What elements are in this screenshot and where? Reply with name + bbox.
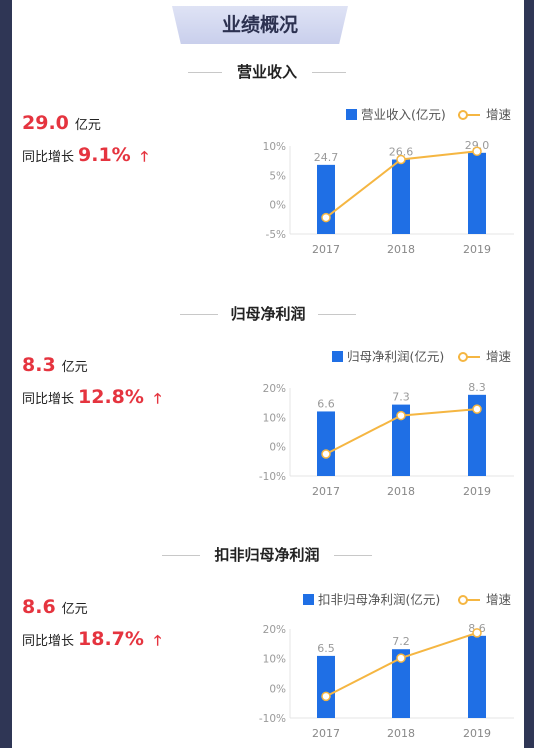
deducted-value-line: 8.6 亿元 (22, 596, 88, 618)
legend-line-label: 增速 (486, 107, 512, 122)
growth-point (472, 404, 482, 414)
x-tick-label: 2019 (463, 485, 491, 498)
bar-value-label: 24.7 (314, 151, 339, 164)
x-tick-label: 2017 (312, 243, 340, 256)
bar-value-label: 6.6 (317, 397, 335, 410)
title-rule-left (188, 72, 222, 73)
net-profit-value: 8.3 (22, 354, 56, 376)
y-tick-label: 0% (269, 200, 286, 212)
y-tick-label: 20% (263, 624, 286, 636)
bar-value-label: 7.2 (392, 635, 410, 648)
growth-point (396, 154, 406, 165)
section-title-net-profit: 归母净利润 (230, 305, 306, 323)
content-card (12, 0, 524, 748)
x-tick-label: 2017 (312, 727, 340, 740)
bar (468, 394, 486, 476)
y-tick-label: 10% (263, 654, 286, 666)
growth-point (321, 212, 331, 223)
bar-value-label: 26.6 (389, 146, 414, 159)
legend-bar-swatch (346, 109, 357, 120)
y-tick-label: 5% (269, 170, 286, 182)
page-title: 业绩概况 (221, 14, 298, 36)
legend-line-marker (458, 352, 468, 362)
y-tick-label: -10% (259, 713, 286, 725)
title-rule-right (318, 314, 356, 315)
x-tick-label: 2019 (463, 243, 491, 256)
y-tick-label: 0% (269, 442, 286, 454)
growth-point (472, 628, 482, 638)
bar (468, 635, 486, 718)
y-tick-label: -10% (259, 471, 286, 483)
x-tick-label: 2019 (463, 727, 491, 740)
deducted-yoy-label: 同比增长 (22, 634, 75, 649)
bar-value-label: 8.3 (468, 381, 486, 394)
title-rule-left (162, 555, 200, 556)
legend-bar-label: 扣非归母净利润(亿元) (318, 592, 440, 607)
growth-point (321, 691, 331, 702)
net-profit-yoy-value: 12.8% (78, 386, 144, 408)
bar (317, 411, 335, 476)
legend-bar-swatch (332, 351, 343, 362)
bar-value-label: 6.5 (317, 642, 335, 655)
title-rule-right (312, 72, 346, 73)
x-tick-label: 2017 (312, 485, 340, 498)
net-profit-unit: 亿元 (61, 360, 88, 375)
y-tick-label: 10% (263, 412, 286, 424)
x-tick-label: 2018 (387, 485, 415, 498)
bar-value-label: 7.3 (392, 391, 410, 404)
growth-point (472, 146, 482, 157)
bar (392, 404, 410, 476)
legend-line-marker (458, 595, 468, 605)
deducted-yoy-value: 18.7% (78, 628, 144, 650)
legend-bar-label: 营业收入(亿元) (361, 107, 446, 122)
y-tick-label: 10% (263, 141, 286, 153)
bar (317, 655, 335, 718)
deducted-unit: 亿元 (61, 602, 88, 617)
y-tick-label: 0% (269, 683, 286, 695)
bar (392, 649, 410, 718)
deducted-value: 8.6 (22, 596, 56, 618)
title-rule-right (334, 555, 372, 556)
arrow-up-icon: 🡑 (153, 391, 162, 407)
x-tick-label: 2018 (387, 243, 415, 256)
deducted-yoy-line: 同比增长 18.7% 🡑 (22, 628, 161, 654)
net-profit-yoy-label: 同比增长 (22, 392, 75, 407)
arrow-up-icon: 🡑 (140, 149, 148, 165)
bar (392, 159, 410, 234)
header-banner (172, 6, 348, 44)
section-title-revenue: 营业收入 (236, 63, 297, 81)
title-rule-left (180, 314, 218, 315)
legend-line-label: 增速 (486, 592, 512, 607)
legend-line-marker (458, 110, 468, 120)
growth-point (321, 449, 331, 459)
revenue-yoy-line: 同比增长 9.1% 🡑 (22, 144, 148, 170)
x-tick-label: 2018 (387, 727, 415, 740)
legend-bar-label: 归母净利润(亿元) (347, 349, 444, 364)
bar (468, 152, 486, 234)
section-title-deducted-net-profit: 扣非归母净利润 (214, 546, 320, 564)
revenue-value-line: 29.0 亿元 (22, 112, 101, 134)
bar (317, 164, 335, 234)
revenue-unit: 亿元 (74, 118, 101, 133)
revenue-yoy-label: 同比增长 (22, 150, 75, 165)
arrow-up-icon: 🡑 (153, 633, 162, 649)
y-tick-label: 20% (263, 383, 286, 395)
revenue-value: 29.0 (22, 112, 69, 134)
bar-value-label: 29.0 (465, 139, 490, 152)
growth-point (396, 410, 406, 421)
y-tick-label: -5% (266, 229, 286, 241)
net-profit-yoy-line: 同比增长 12.8% 🡑 (22, 386, 161, 412)
growth-point (396, 653, 406, 663)
legend-bar-swatch (303, 594, 314, 605)
legend-line-label: 增速 (486, 349, 512, 364)
net-profit-value-line: 8.3 亿元 (22, 354, 88, 376)
revenue-yoy-value: 9.1% (78, 144, 131, 166)
